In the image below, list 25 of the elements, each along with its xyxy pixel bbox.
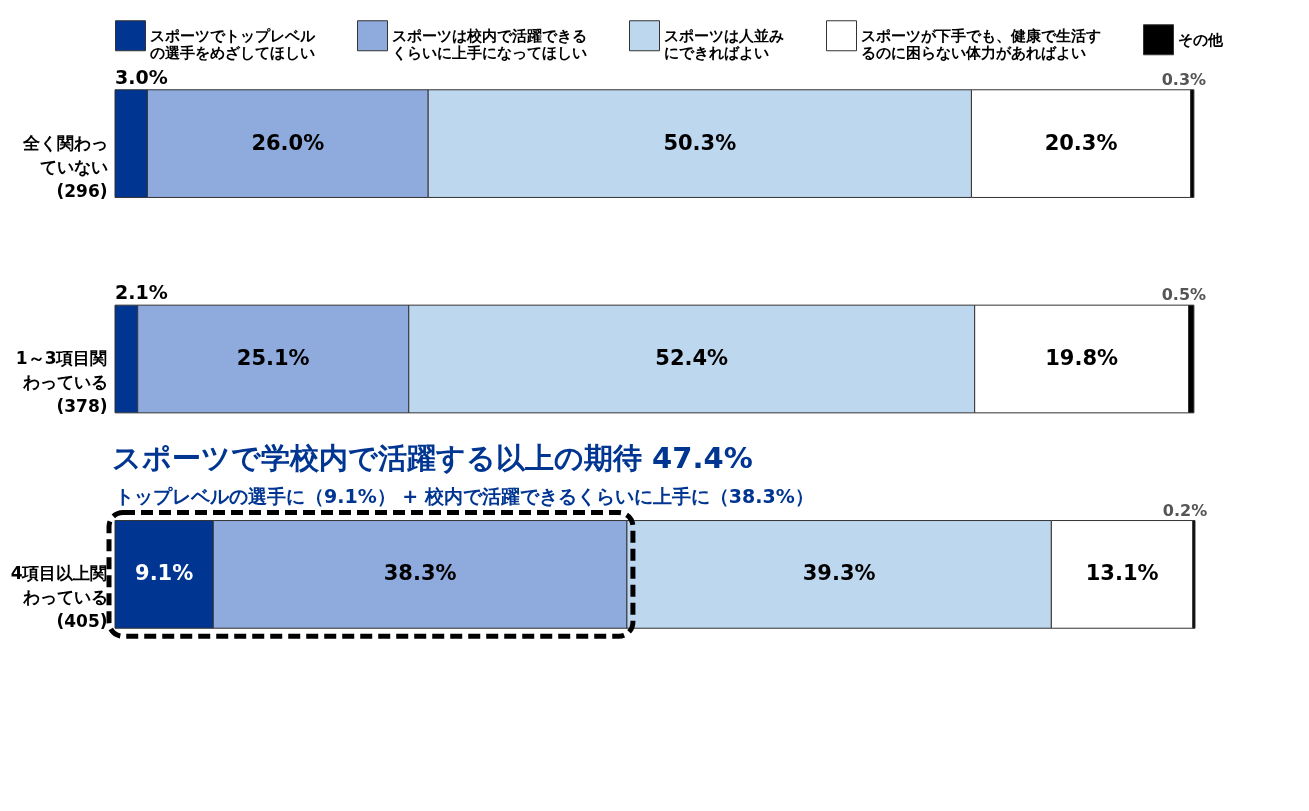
legend-label: スポーツでトップレベルの選手をめざしてほしい [150, 26, 316, 62]
data-label: 20.3% [1044, 130, 1118, 155]
data-label: 25.1% [236, 346, 310, 370]
data-label: 13.1% [1085, 561, 1159, 586]
legend-label: スポーツは人並みにできればよい [664, 26, 784, 62]
data-label: 0.3% [1161, 69, 1207, 89]
data-label: 39.3% [802, 561, 876, 586]
data-label: 0.5% [1161, 285, 1207, 305]
legend-label: スポーツが下手でも、健康で生活するのに困らない体力があればよい [861, 26, 1101, 62]
data-label: 3.0% [115, 65, 168, 88]
annotation: スポーツで学校内で活躍する以上の期待 47.4% [112, 440, 753, 475]
data-label: 19.8% [1045, 346, 1119, 370]
data-label: 26.0% [251, 130, 325, 155]
data-label: 38.3% [383, 561, 457, 586]
legend-label: その他 [1178, 30, 1224, 49]
data-label: 52.4% [655, 346, 729, 370]
data-label: 2.1% [115, 281, 168, 304]
data-label: 50.3% [663, 130, 737, 155]
legend-label: スポーツは校内で活躍できるくらいに上手になってほしい [392, 26, 587, 62]
annotation: トップレベルの選手に（9.1%） + 校内で活躍できるくらいに上手に（38.3%） [115, 484, 814, 507]
data-label: 0.2% [1162, 500, 1208, 520]
y-tick-label: 全く関わっていない(296) [21, 132, 108, 201]
y-tick-label: 4項目以上関わっている(405) [10, 563, 108, 632]
data-label: 9.1% [135, 561, 194, 586]
y-tick-label: 1～3項目関わっている(378) [15, 348, 108, 416]
